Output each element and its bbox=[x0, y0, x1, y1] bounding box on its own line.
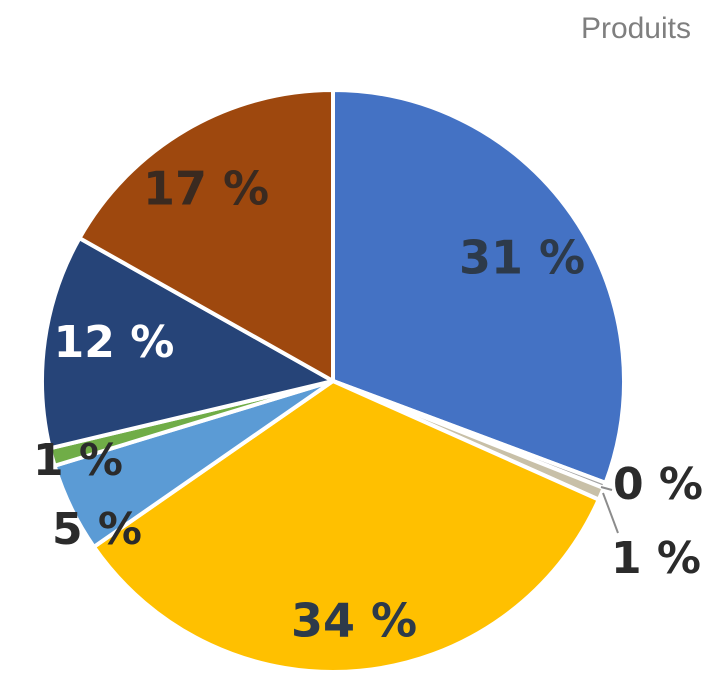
data-label-0: 31 % bbox=[459, 231, 585, 285]
data-label-4: 5 % bbox=[52, 504, 142, 555]
pie-slices bbox=[40, 88, 626, 674]
pie-slice-0 bbox=[331, 88, 626, 485]
data-label-2: 1 % bbox=[611, 533, 701, 584]
data-label-5: 1 % bbox=[33, 435, 123, 486]
leader-line-2 bbox=[602, 492, 619, 534]
pie-slice-3 bbox=[91, 379, 601, 674]
pie-slice-7 bbox=[77, 88, 335, 383]
data-label-7: 17 % bbox=[143, 162, 269, 216]
data-label-6: 12 % bbox=[54, 317, 175, 368]
data-label-1: 0 % bbox=[613, 459, 703, 510]
pie-slice-6 bbox=[40, 236, 335, 451]
data-label-3: 34 % bbox=[291, 594, 417, 648]
leader-line-1 bbox=[600, 486, 613, 491]
chart-title: Produits bbox=[580, 12, 691, 45]
